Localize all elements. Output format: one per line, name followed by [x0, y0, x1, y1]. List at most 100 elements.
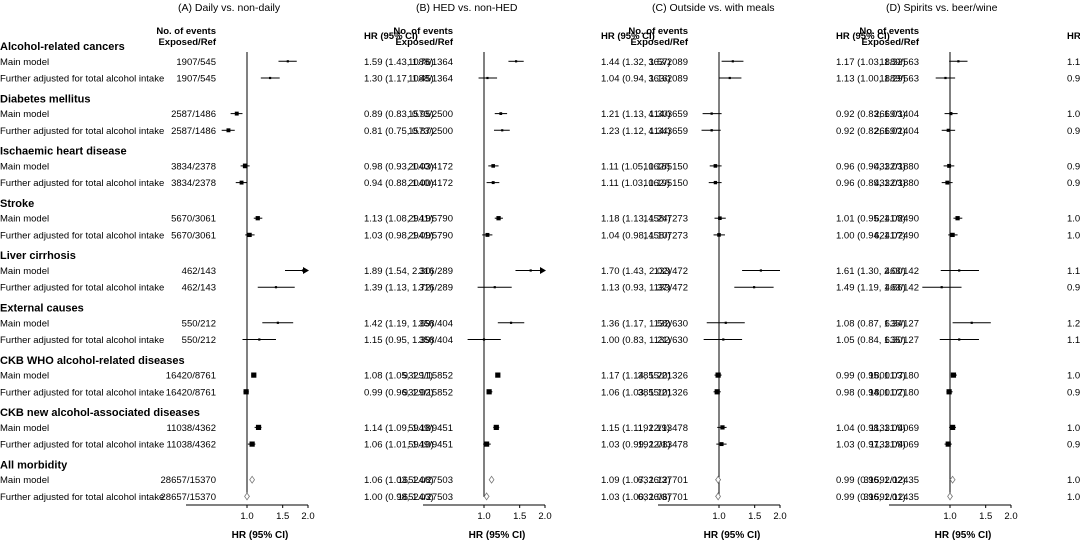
x-tick-label: 2.0 — [1004, 511, 1017, 522]
point-estimate-square — [509, 321, 513, 324]
hr-ci-text: 1.13 (1.08, 1.19) — [364, 214, 434, 225]
events-value: 16524/27503 — [398, 475, 453, 486]
point-estimate-square — [493, 424, 499, 430]
point-estimate-square — [491, 164, 495, 168]
events-value: 358/404 — [419, 335, 453, 346]
events-value: 11038/4362 — [167, 440, 217, 451]
point-estimate-diamond — [244, 492, 250, 501]
events-value: 11331/4069 — [870, 423, 920, 434]
hr-ci-text: 1.70 (1.43, 2.02) — [601, 266, 671, 277]
panel-title: (A) Daily vs. non-daily — [178, 2, 281, 14]
hr-ci-text: 1.00 (0.83, 1.21) — [601, 335, 671, 346]
point-estimate-diamond — [947, 492, 953, 501]
events-value: 5670/3061 — [171, 230, 216, 241]
hr-ci-text: 1.03 (0.97, 1.09) — [836, 440, 906, 451]
point-estimate-diamond — [249, 475, 255, 484]
events-value: 414/3659 — [648, 109, 688, 120]
hr-ci-text: 1.36 (1.17, 1.58) — [601, 318, 671, 329]
point-estimate-square — [486, 389, 492, 395]
hr-ci-text: 0.99 (0.96, 1.02) — [836, 475, 906, 486]
point-estimate-square — [242, 163, 248, 169]
events-value: 1088/1364 — [408, 57, 453, 68]
events-value: 28657/15370 — [161, 492, 216, 503]
point-estimate-square — [484, 441, 490, 447]
panel-title: (B) HED vs. non-HED — [416, 2, 518, 14]
point-estimate-square — [947, 163, 952, 168]
point-estimate-square — [724, 321, 727, 324]
hr-ci-text: 1.03 (0.99, 1.08) — [601, 440, 671, 451]
events-value: 635/127 — [885, 318, 919, 329]
hr-ci-text: 1.04 (0.98, 1.09) — [836, 423, 906, 434]
hr-ci-text: 0.89 (0.83, 0.95) — [364, 109, 434, 120]
events-value: 2587/1486 — [171, 126, 216, 137]
hr-column-header: HR (95% CI) — [836, 31, 890, 42]
hr-ci-text: 0.98 (0.93, 1.03) — [364, 161, 434, 172]
outcome-heading: CKB new alcohol-associated diseases — [0, 407, 200, 419]
point-estimate-diamond — [949, 475, 956, 484]
events-header-line2: Exposed/Ref — [158, 37, 216, 48]
events-value: 1088/1364 — [408, 74, 453, 85]
events-value: 16420/8761 — [166, 371, 216, 382]
hr-ci-text: 1.04 (0.98, 1.10) — [601, 230, 671, 241]
x-axis-label: HR (95% CI) — [469, 530, 526, 541]
row-label-adjusted: Further adjusted for total alcohol intak… — [0, 74, 164, 85]
x-axis-label: HR (95% CI) — [704, 530, 761, 541]
events-value: 363/2089 — [648, 57, 688, 68]
hr-ci-text: 1.00 (0.98, 1.03) — [1067, 492, 1080, 503]
point-estimate-square — [482, 338, 486, 341]
hr-ci-text: 1.17 (1.03, 1.32) — [836, 57, 906, 68]
point-estimate-square — [268, 76, 272, 80]
events-value: 1922/13478 — [638, 423, 688, 434]
point-estimate-square — [496, 216, 501, 221]
events-value: 3834/2378 — [171, 161, 216, 172]
point-estimate-square — [493, 286, 496, 289]
hr-ci-text: 0.99 (0.96, 1.01) — [836, 492, 906, 503]
events-header-line1: No. of events — [859, 26, 919, 37]
point-estimate-square — [710, 129, 713, 132]
point-estimate-square — [247, 232, 252, 238]
hr-ci-text: 1.21 (1.13, 1.30) — [601, 109, 671, 120]
hr-ci-text: 0.97 (0.91, 1.03) — [1067, 178, 1080, 189]
hr-ci-text: 0.96 (0.90, 1.03) — [836, 161, 906, 172]
events-header-line2: Exposed/Ref — [395, 37, 453, 48]
events-value: 16524/27503 — [398, 492, 453, 503]
hr-ci-text: 0.81 (0.75, 0.87) — [364, 126, 434, 137]
row-label-adjusted: Further adjusted for total alcohol intak… — [0, 126, 164, 137]
point-estimate-square — [499, 112, 503, 115]
point-estimate-square — [728, 76, 731, 80]
hr-ci-text: 1.06 (1.01, 1.10) — [364, 440, 434, 451]
row-label-adjusted: Further adjusted for total alcohol intak… — [0, 335, 164, 346]
hr-ci-text: 1.03 (1.00, 1.06) — [601, 492, 671, 503]
point-estimate-square — [255, 216, 260, 221]
hr-ci-text: 0.99 (0.96, 1.02) — [364, 387, 434, 398]
point-estimate-square — [945, 180, 950, 185]
hr-ci-text: 1.10 (0.99, 1.22) — [1067, 57, 1080, 68]
hr-ci-text: 1.15 (1.11, 1.19) — [601, 423, 670, 434]
point-estimate-square — [710, 112, 713, 115]
events-value: 1458/7273 — [643, 230, 688, 241]
events-value: 1458/7273 — [643, 214, 688, 225]
events-value: 16420/8761 — [166, 387, 216, 398]
point-estimate-square — [955, 216, 960, 221]
point-estimate-square — [301, 269, 305, 272]
x-tick-label: 1.0 — [712, 511, 725, 522]
row-label-adjusted: Further adjusted for total alcohol intak… — [0, 387, 164, 398]
hr-ci-text: 0.91 (0.73, 1.14) — [1067, 283, 1080, 294]
hr-ci-text: 1.17 (1.14, 1.20) — [601, 371, 671, 382]
hr-ci-text: 1.42 (1.19, 1.69) — [364, 318, 434, 329]
point-estimate-diamond — [488, 475, 495, 484]
outcome-heading: All morbidity — [0, 459, 68, 471]
events-value: 6241/2490 — [874, 230, 919, 241]
outcome-heading: Alcohol-related cancers — [0, 41, 125, 53]
x-tick-label: 1.5 — [979, 511, 992, 522]
row-label-main: Main model — [0, 266, 49, 277]
point-estimate-square — [486, 76, 489, 80]
row-label-main: Main model — [0, 371, 49, 382]
point-estimate-square — [940, 286, 943, 289]
ci-arrow — [540, 267, 546, 274]
row-label-adjusted: Further adjusted for total alcohol intak… — [0, 230, 164, 241]
point-estimate-square — [752, 286, 756, 289]
outcome-heading: External causes — [0, 303, 84, 315]
point-estimate-diamond — [715, 475, 721, 484]
events-value: 414/3659 — [648, 126, 688, 137]
